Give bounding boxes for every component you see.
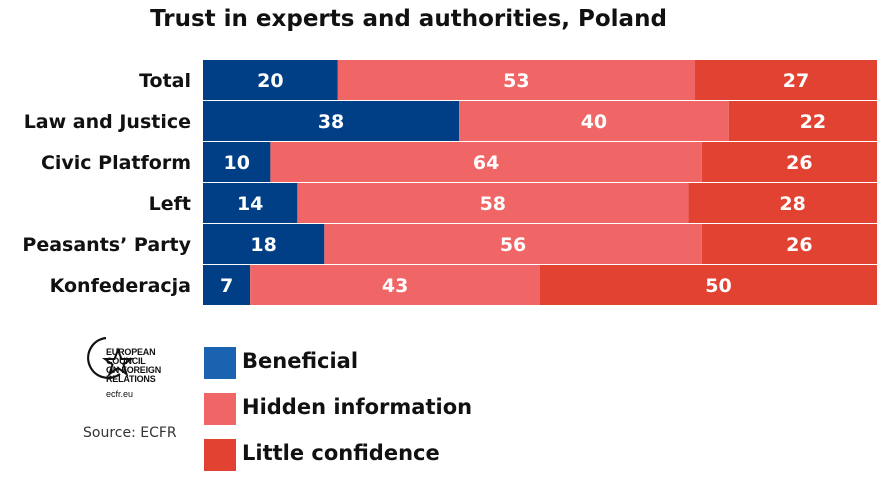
category-label: Left bbox=[149, 193, 191, 215]
chart-title: Trust in experts and authorities, Poland bbox=[150, 6, 667, 32]
legend-label: Beneficial bbox=[242, 349, 359, 373]
logo-line: EUROPEAN bbox=[106, 347, 156, 357]
data-label: 40 bbox=[581, 111, 607, 133]
data-label: 22 bbox=[800, 111, 826, 133]
data-label: 10 bbox=[223, 152, 249, 174]
legend-swatch bbox=[204, 393, 236, 425]
data-label: 38 bbox=[318, 111, 344, 133]
bar-segment bbox=[540, 265, 877, 305]
bar-segment bbox=[324, 224, 702, 264]
bar-segment bbox=[728, 101, 877, 141]
data-label: 56 bbox=[500, 234, 526, 256]
data-label: 18 bbox=[250, 234, 276, 256]
data-label: 27 bbox=[783, 70, 809, 92]
category-label: Peasants’ Party bbox=[22, 234, 191, 256]
data-label: 53 bbox=[503, 70, 529, 92]
stacked-bar-chart: Total 20 53 27 Law and Justice 38 40 22 Civic Pl… bbox=[22, 60, 877, 305]
bar-segment bbox=[203, 265, 251, 305]
bar-segment bbox=[337, 60, 696, 100]
data-label: 58 bbox=[480, 193, 506, 215]
ecfr-star-logo-icon bbox=[87, 336, 135, 379]
logo-line: RELATIONS bbox=[106, 374, 156, 384]
bar-segment bbox=[250, 265, 540, 305]
category-label: Civic Platform bbox=[41, 152, 191, 174]
legend-swatch bbox=[204, 439, 236, 471]
data-label: 64 bbox=[473, 152, 499, 174]
bar-segment bbox=[297, 183, 689, 223]
data-label: 7 bbox=[220, 275, 233, 297]
legend-label: Hidden information bbox=[242, 395, 473, 419]
bar-segment bbox=[701, 224, 877, 264]
bar-segment bbox=[203, 101, 460, 141]
category-label: Total bbox=[139, 70, 191, 92]
data-label: 26 bbox=[786, 152, 812, 174]
bar-segment bbox=[203, 142, 271, 182]
data-label: 43 bbox=[382, 275, 408, 297]
bar-segment bbox=[203, 224, 325, 264]
bar-segment bbox=[203, 183, 298, 223]
bar-segment bbox=[270, 142, 702, 182]
bar-segment bbox=[695, 60, 877, 100]
logo-url: ecfr.eu bbox=[106, 389, 134, 399]
logo-line: COUNCIL bbox=[106, 356, 146, 366]
logo-text: EUROPEAN COUNCIL ON FOREIGN RELATIONS bbox=[106, 348, 161, 384]
data-label: 20 bbox=[257, 70, 283, 92]
bar-segment bbox=[701, 142, 877, 182]
legend-label: Little confidence bbox=[242, 441, 440, 465]
bars-group bbox=[203, 60, 877, 305]
bar-segment bbox=[459, 101, 729, 141]
legend-swatch bbox=[204, 347, 236, 379]
logo-line: ON FOREIGN bbox=[106, 365, 162, 375]
data-label: 14 bbox=[237, 193, 263, 215]
source-note: Source: ECFR bbox=[83, 425, 177, 441]
category-label: Konfederacja bbox=[50, 275, 191, 297]
category-label: Law and Justice bbox=[24, 111, 191, 133]
data-label: 28 bbox=[779, 193, 805, 215]
data-label: 26 bbox=[786, 234, 812, 256]
labels-group: Total 20 53 27 Law and Justice 38 40 22 Civic Pl… bbox=[22, 70, 826, 297]
bar-segment bbox=[203, 60, 338, 100]
data-label: 50 bbox=[705, 275, 731, 297]
bar-segment bbox=[688, 183, 877, 223]
